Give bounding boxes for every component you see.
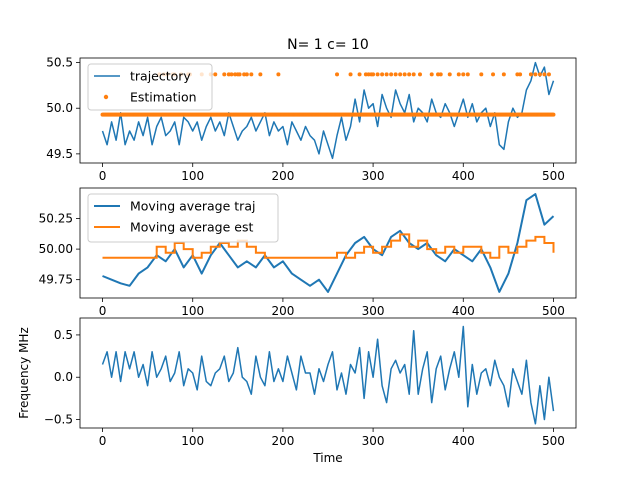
series-line-moving-average-traj [102, 193, 555, 293]
estimation-point [335, 72, 340, 77]
x-tick-label: 0 [99, 434, 107, 448]
estimation-point [244, 72, 249, 77]
x-tick-label: 0 [99, 304, 107, 318]
estimation-point [546, 72, 551, 77]
y-tick-label: 50.25 [39, 212, 73, 226]
estimation-point [456, 72, 461, 77]
plot-area [102, 193, 555, 293]
estimation-point [348, 72, 353, 77]
y-tick-label: 49.5 [46, 147, 73, 161]
estimation-point [417, 72, 422, 77]
estimation-point [384, 72, 389, 77]
estimation-point [533, 72, 538, 77]
x-tick-label: 100 [181, 169, 204, 183]
estimation-point [465, 72, 470, 77]
estimation-point [537, 72, 542, 77]
plot-area [101, 325, 555, 425]
estimation-point [438, 72, 443, 77]
panel-trajectory: 0 100 200 300 400 500 49.5 50.0 50.5 trajectory Es… [46, 56, 577, 183]
legend: Moving average traj Moving average est [87, 193, 279, 243]
legend-label: Moving average traj [130, 199, 255, 214]
estimation-point [393, 72, 398, 77]
estimation-point [229, 72, 234, 77]
series-line-frequency [101, 325, 555, 425]
estimation-point [479, 72, 484, 77]
estimation-point [461, 72, 466, 77]
estimation-point [402, 72, 407, 77]
x-tick-label: 0 [99, 169, 107, 183]
x-tick-label: 100 [181, 304, 204, 318]
estimation-point [398, 72, 403, 77]
x-tick-label: 200 [271, 169, 294, 183]
x-tick-label: 200 [271, 304, 294, 318]
estimation-point [491, 72, 496, 77]
panel-frequency: 0 100 200 300 400 500 −0.5 0.0 0.5 Time Frequency … [17, 317, 577, 465]
estimation-point [371, 72, 376, 77]
x-axis-label: Time [312, 451, 342, 465]
y-tick-label: −0.5 [44, 413, 73, 427]
estimation-point [258, 72, 263, 77]
x-tick-label: 500 [542, 304, 565, 318]
x-tick-label: 200 [271, 434, 294, 448]
legend: trajectory Estimation [87, 63, 213, 111]
x-tick-label: 500 [542, 434, 565, 448]
estimation-point [276, 72, 281, 77]
estimation-point [501, 72, 506, 77]
legend-box [87, 193, 279, 243]
estimation-point [375, 72, 380, 77]
estimation-point [249, 72, 254, 77]
estimation-point [518, 72, 523, 77]
estimation-point [222, 72, 227, 77]
x-tick-label: 400 [452, 434, 475, 448]
x-tick-label: 300 [362, 169, 385, 183]
legend-label: trajectory [130, 69, 191, 84]
axes-frame [79, 57, 577, 164]
legend-label: Estimation [130, 90, 197, 105]
legend-label: Moving average est [130, 220, 253, 235]
estimation-point [447, 72, 452, 77]
estimation-point [542, 72, 547, 77]
estimation-point [407, 72, 412, 77]
estimation-point [380, 72, 385, 77]
y-tick-label: 50.00 [39, 242, 73, 256]
estimation-point [357, 72, 362, 77]
estimation-point [528, 72, 533, 77]
y-tick-label: 0.5 [54, 328, 73, 342]
y-tick-label: 50.5 [46, 56, 73, 70]
x-tick-label: 400 [452, 169, 475, 183]
figure-title: N= 1 c= 10 [287, 37, 369, 53]
y-tick-label: 49.75 [39, 273, 73, 287]
estimation-point [237, 72, 242, 77]
estimation-point [411, 72, 416, 77]
legend-marker [103, 94, 109, 100]
estimation-point [213, 72, 218, 77]
panel-moving-average: 0 100 200 300 400 500 49.75 50.00 50.25 Moving av… [39, 187, 577, 318]
x-tick-label: 100 [181, 434, 204, 448]
y-axis-label: Frequency MHz [17, 327, 31, 418]
estimation-point [429, 72, 434, 77]
series-line-moving-average-est [102, 233, 555, 259]
x-tick-label: 400 [452, 304, 475, 318]
estimation-point [389, 72, 394, 77]
x-tick-label: 300 [362, 434, 385, 448]
x-tick-label: 500 [542, 169, 565, 183]
series-line-trajectory [101, 61, 555, 160]
axes-frame [79, 317, 577, 429]
estimation-point [551, 112, 556, 117]
y-tick-label: 50.0 [46, 101, 73, 115]
plot-area [100, 61, 556, 160]
x-tick-label: 300 [362, 304, 385, 318]
axes-frame [79, 187, 577, 299]
y-tick-label: 0.0 [54, 370, 73, 384]
